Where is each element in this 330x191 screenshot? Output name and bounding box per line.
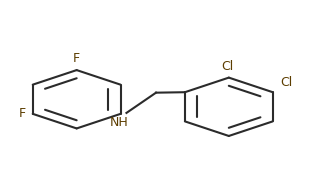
Text: F: F bbox=[18, 107, 25, 120]
Text: Cl: Cl bbox=[280, 76, 292, 89]
Text: F: F bbox=[73, 52, 80, 65]
Text: Cl: Cl bbox=[221, 60, 233, 73]
Text: NH: NH bbox=[110, 116, 129, 129]
